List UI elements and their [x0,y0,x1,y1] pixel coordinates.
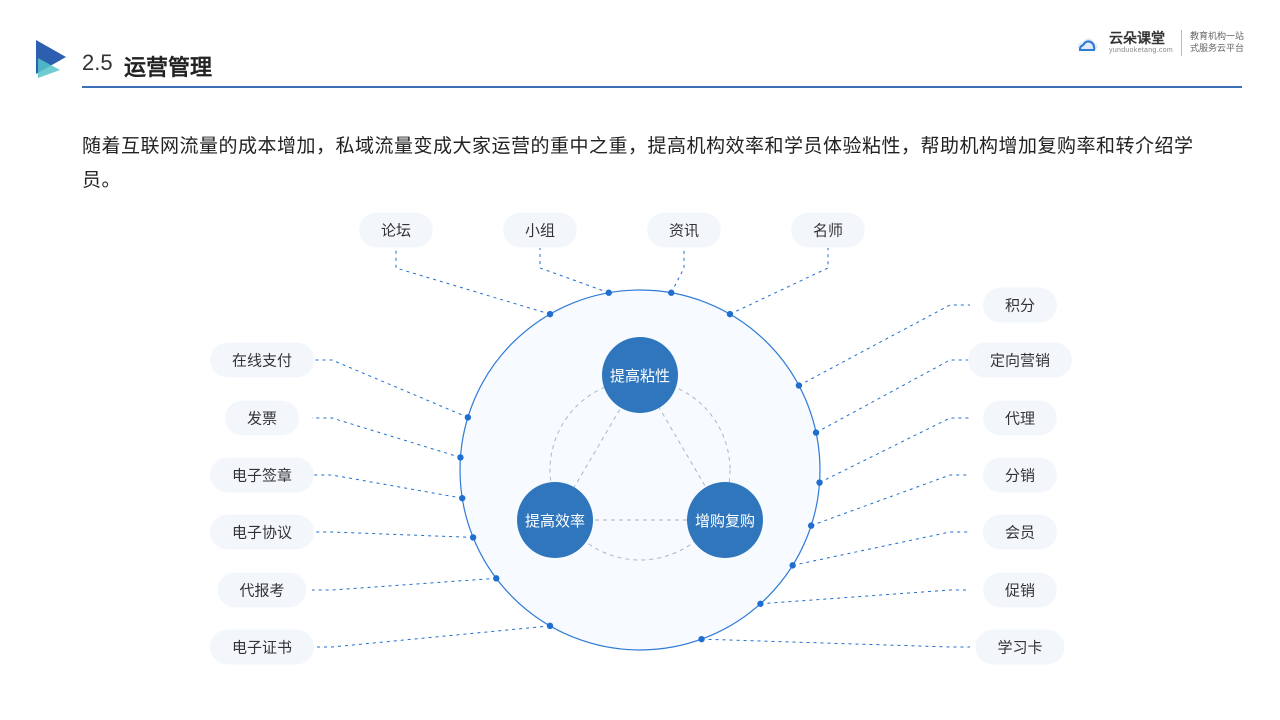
header-triangle-icon [36,40,70,83]
pill-distribution: 分销 [983,458,1057,493]
pill-group: 小组 [503,213,577,248]
pill-news: 资讯 [647,213,721,248]
pill-onlinepay: 在线支付 [210,343,314,378]
body-paragraph: 随着互联网流量的成本增加，私域流量变成大家运营的重中之重，提高机构效率和学员体验… [82,130,1212,198]
hub-stickiness: 提高粘性 [602,337,678,413]
logo-brand-text: 云朵课堂 [1109,31,1173,46]
operations-diagram: 提高粘性提高效率 增购复购 论坛 小组 资讯 名师积分定向营销代理分销会员促销学习卡 在线支… [0,200,1280,720]
brand-logo: 云朵课堂 yunduoketang.com 教育机构一站 式服务云平台 [1073,30,1250,56]
pill-teacher: 名师 [791,213,865,248]
pill-promo: 促销 [983,573,1057,608]
pill-ecert: 电子证书 [210,630,314,665]
hub-repurchase: 增购复购 [687,482,763,558]
pill-eagreement: 电子协议 [210,515,314,550]
pill-agent: 代理 [983,401,1057,436]
pill-esign: 电子签章 [210,458,314,493]
pill-forum: 论坛 [359,213,433,248]
pill-proxyexam: 代报考 [217,573,306,608]
section-title: 运营管理 [124,50,212,82]
cloud-icon [1073,33,1101,53]
pill-invoice: 发票 [225,401,299,436]
logo-domain-text: yunduoketang.com [1109,47,1173,55]
pill-member: 会员 [983,515,1057,550]
hub-efficiency: 提高效率 [517,482,593,558]
logo-divider [1181,30,1182,56]
pill-studycard: 学习卡 [975,630,1064,665]
logo-tagline: 教育机构一站 式服务云平台 [1190,31,1250,54]
section-underline [82,86,1242,88]
diagram-svg [0,200,1280,720]
pill-targeted: 定向营销 [968,343,1072,378]
section-number: 2.5 [82,50,113,76]
pill-points: 积分 [983,288,1057,323]
